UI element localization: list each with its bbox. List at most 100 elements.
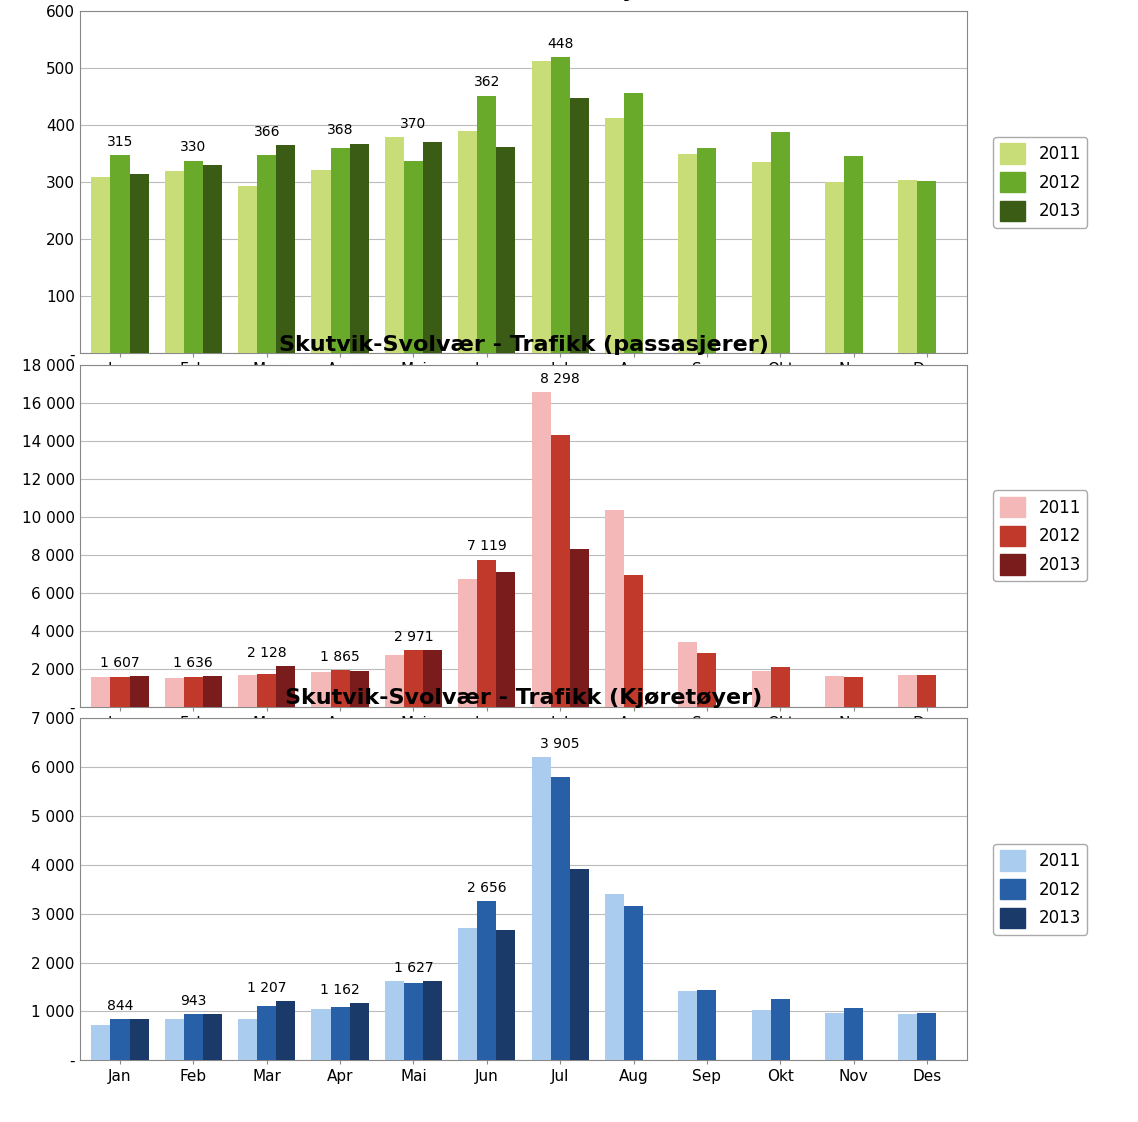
Bar	[477, 560, 496, 707]
Bar	[130, 677, 149, 707]
Bar	[496, 930, 516, 1060]
Text: 1 865: 1 865	[320, 650, 360, 664]
Bar	[770, 999, 790, 1060]
Bar	[130, 1019, 149, 1060]
Bar	[404, 160, 423, 353]
Bar	[898, 675, 917, 707]
Bar	[751, 671, 770, 707]
Text: 1 207: 1 207	[247, 981, 287, 995]
Text: 315: 315	[107, 135, 133, 149]
Bar	[91, 1026, 110, 1060]
Text: 3 905: 3 905	[541, 737, 580, 751]
Bar	[477, 95, 496, 353]
Bar	[770, 666, 790, 707]
Bar	[330, 1008, 349, 1060]
Bar	[570, 98, 588, 353]
Text: 2 128: 2 128	[247, 646, 287, 660]
Bar	[312, 672, 330, 707]
Bar	[184, 678, 203, 707]
Bar	[203, 675, 222, 707]
Text: 448: 448	[547, 37, 574, 50]
Bar	[165, 678, 184, 707]
Bar	[238, 1019, 257, 1060]
Text: 1 607: 1 607	[100, 656, 140, 670]
Bar	[698, 991, 717, 1060]
Bar	[477, 901, 496, 1060]
Bar	[551, 435, 570, 707]
Bar	[423, 142, 442, 353]
Legend: 2011, 2012, 2013: 2011, 2012, 2013	[993, 137, 1088, 228]
Bar	[898, 180, 917, 353]
Bar	[423, 981, 442, 1060]
Title: Skutvik-Svolvær - Produksjon (turer): Skutvik-Svolvær - Produksjon (turer)	[291, 0, 756, 1]
Bar	[312, 1010, 330, 1060]
Text: 1 636: 1 636	[173, 655, 213, 670]
Bar	[330, 670, 349, 707]
Text: 943: 943	[180, 994, 207, 1008]
Bar	[496, 571, 516, 707]
Bar	[678, 154, 698, 353]
Bar	[570, 549, 588, 707]
Bar	[404, 983, 423, 1060]
Bar	[624, 574, 643, 707]
Bar	[277, 666, 296, 707]
Bar	[312, 169, 330, 353]
Bar	[917, 1013, 937, 1060]
Bar	[898, 1014, 917, 1060]
Bar	[110, 1019, 130, 1060]
Bar	[531, 757, 551, 1060]
Bar	[165, 1019, 184, 1060]
Bar	[770, 132, 790, 353]
Bar	[110, 677, 130, 707]
Bar	[531, 62, 551, 353]
Bar	[257, 1005, 277, 1060]
Bar	[678, 991, 698, 1060]
Text: 2 656: 2 656	[467, 881, 506, 895]
Bar	[844, 156, 863, 353]
Title: Skutvik-Svolvær - Trafikk (passasjerer): Skutvik-Svolvær - Trafikk (passasjerer)	[279, 334, 768, 355]
Bar	[917, 181, 937, 353]
Bar	[624, 907, 643, 1060]
Bar	[624, 93, 643, 353]
Text: 1 162: 1 162	[320, 983, 360, 997]
Bar	[277, 1001, 296, 1060]
Bar	[91, 176, 110, 353]
Bar	[844, 677, 863, 707]
Text: 330: 330	[180, 140, 206, 155]
Bar	[570, 870, 588, 1060]
Title: Skutvik-Svolvær - Trafikk (Kjøretøyer): Skutvik-Svolvær - Trafikk (Kjøretøyer)	[284, 688, 762, 708]
Text: 1 627: 1 627	[394, 960, 434, 975]
Bar	[257, 673, 277, 707]
Legend: 2011, 2012, 2013: 2011, 2012, 2013	[993, 490, 1088, 581]
Bar	[917, 675, 937, 707]
Bar	[349, 1003, 369, 1060]
Bar	[203, 165, 222, 353]
Bar	[459, 579, 477, 707]
Bar	[385, 655, 404, 707]
Bar	[825, 677, 844, 707]
Bar	[551, 57, 570, 353]
Bar	[423, 651, 442, 707]
Bar	[130, 174, 149, 353]
Text: 370: 370	[401, 117, 427, 130]
Bar	[203, 1014, 222, 1060]
Bar	[257, 155, 277, 353]
Text: 844: 844	[107, 999, 133, 1012]
Bar	[459, 131, 477, 353]
Bar	[678, 642, 698, 707]
Bar	[385, 981, 404, 1060]
Text: 7 119: 7 119	[467, 540, 506, 553]
Text: 366: 366	[254, 125, 280, 138]
Bar	[349, 144, 369, 353]
Bar	[531, 393, 551, 707]
Bar	[110, 155, 130, 353]
Bar	[844, 1009, 863, 1060]
Bar	[238, 186, 257, 353]
Bar	[184, 1014, 203, 1060]
Text: 368: 368	[327, 123, 353, 137]
Bar	[751, 1011, 770, 1060]
Bar	[551, 776, 570, 1060]
Bar	[698, 653, 717, 707]
Bar	[825, 1013, 844, 1060]
Bar	[330, 148, 349, 353]
